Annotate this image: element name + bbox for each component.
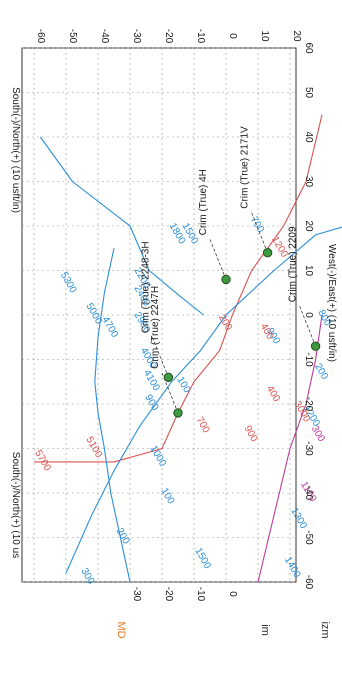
- md-depth-label: 100: [174, 375, 192, 395]
- x-tick-label: 50: [303, 87, 314, 99]
- md-depth-label: 300: [78, 566, 96, 586]
- well-markers: Crim (True) 4H Crim (True) 2171V Crim (Tru…: [140, 126, 321, 418]
- well-marker: [310, 341, 321, 351]
- md-depth-label: 200: [216, 313, 234, 333]
- x-tick-label: 20: [303, 220, 314, 232]
- legend-md: MD: [115, 621, 127, 638]
- x-tick-label: 30: [303, 176, 314, 188]
- y-tick-label-top: -10: [195, 29, 206, 44]
- md-depth-label: 900: [142, 393, 160, 413]
- md-depth-label: 100: [158, 486, 176, 506]
- well-marker: [262, 248, 273, 258]
- y-tick-label-bottom: -20: [163, 587, 174, 602]
- x-axis-title: West(-)/East(+) (10 usft/in): [326, 244, 337, 362]
- y-tick-label-top: 10: [259, 30, 270, 42]
- md-depth-label: 1500: [192, 546, 213, 571]
- y-axis-title-bottom: South(-)/North(+) (10 us: [10, 452, 21, 558]
- x-tick-label: 60: [303, 42, 314, 54]
- well-marker: [221, 274, 231, 285]
- md-depth-label: 4100: [141, 368, 162, 393]
- well-leader-line: [299, 306, 316, 347]
- md-depth-label: 1000: [147, 444, 168, 469]
- well-path-line: [65, 226, 342, 574]
- x-tick-label: 40: [303, 131, 314, 143]
- y-tick-label-top: 0: [227, 33, 238, 39]
- y-axis-title-top: South(-)/North(+) (10 usft/in): [10, 87, 21, 213]
- md-depth-label: 200: [114, 526, 132, 546]
- well-name-label: Crim (True) 2209: [288, 226, 299, 302]
- y-tick-label-bottom: 0: [227, 591, 238, 597]
- x-tick-label: -30: [303, 441, 314, 456]
- md-depth-label: 1400: [282, 555, 303, 580]
- legend-izm: izm: [319, 621, 331, 638]
- y-tick-label-top: -60: [35, 29, 46, 44]
- well-paths: [34, 114, 342, 583]
- well-marker: [163, 372, 174, 382]
- well-name-label: Crim (True) 2171V: [240, 126, 251, 209]
- md-depth-label: 5100: [83, 435, 104, 460]
- well-marker: [173, 408, 183, 418]
- x-tick-label: -20: [303, 397, 314, 412]
- md-depth-label: 700: [194, 415, 212, 435]
- x-tick-label: 10: [303, 265, 314, 277]
- md-depth-label: 900: [242, 424, 260, 444]
- well-name-label: Crim (True) 2248-3H: [140, 241, 151, 333]
- md-depth-label: 5300: [58, 270, 79, 295]
- well-leader-line: [209, 239, 227, 280]
- grid: [21, 47, 297, 583]
- y-tick-label-top: 20: [291, 30, 302, 42]
- x-tick-label: 0: [303, 312, 314, 318]
- well-leader-line: [251, 212, 268, 253]
- legend-im: im: [259, 624, 271, 636]
- well-path-line: [94, 248, 131, 583]
- y-tick-label-bottom: -10: [195, 587, 206, 602]
- x-tick-label: -40: [303, 486, 314, 501]
- well-name-label: Crim (True) 4H: [198, 169, 209, 235]
- x-tick-label: -10: [303, 352, 314, 367]
- md-depth-label: 700: [248, 215, 266, 235]
- y-tick-label-bottom: -30: [131, 587, 142, 602]
- well-path-line: [34, 114, 323, 463]
- y-tick-label-top: -20: [163, 29, 174, 44]
- y-tick-label-top: -50: [67, 29, 78, 44]
- x-tick-label: -50: [303, 530, 314, 545]
- md-depth-label: 400: [264, 384, 282, 404]
- well-path-line: [39, 136, 204, 316]
- well-leader-line: [152, 337, 169, 378]
- x-tick-label: -60: [303, 575, 314, 590]
- well-path-line: [257, 314, 323, 583]
- well-name-label: Crim (True) 2247H: [150, 286, 161, 369]
- y-tick-label-top: -40: [99, 29, 110, 44]
- md-depth-label: 5700: [32, 448, 53, 473]
- md-depth-label: 1300: [288, 506, 309, 531]
- y-tick-label-top: -30: [131, 29, 142, 44]
